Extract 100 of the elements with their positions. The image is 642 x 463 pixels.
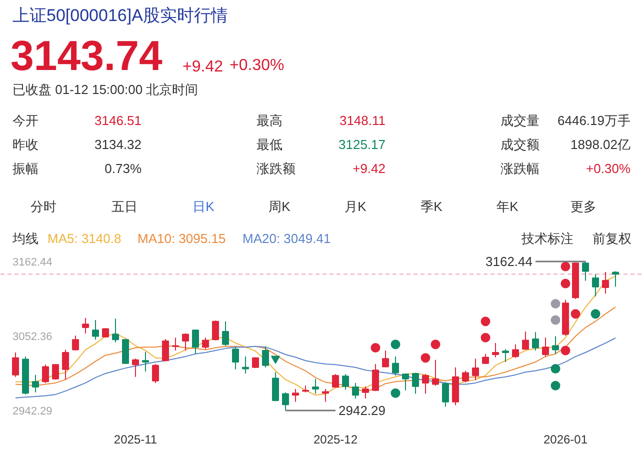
candlestick — [262, 346, 269, 368]
candlestick — [42, 364, 49, 384]
candlestick — [272, 372, 279, 402]
text: MA10: 3095.15 — [138, 231, 226, 246]
chart-title: 上证50[000016]A股实时行情 — [12, 6, 228, 25]
text: 最低 — [256, 137, 282, 152]
point — [390, 388, 400, 398]
candlestick — [392, 356, 399, 376]
text: MA20: 3049.41 — [242, 231, 331, 246]
candlestick — [592, 273, 599, 297]
candlestick — [232, 346, 239, 370]
point — [480, 316, 490, 326]
candlestick — [582, 261, 589, 282]
candlestick — [512, 344, 519, 358]
candlestick — [552, 336, 559, 354]
text: +9.42 — [352, 161, 386, 176]
candlestick — [112, 318, 119, 343]
point — [550, 299, 560, 308]
text: 3143.74 — [10, 32, 163, 79]
candlestick — [442, 382, 449, 408]
point — [550, 364, 560, 374]
candlestick — [92, 320, 99, 340]
text: +0.30% — [586, 161, 631, 176]
candlestick — [482, 353, 489, 364]
candlestick — [152, 363, 159, 384]
text: 涨跌额 — [256, 161, 296, 176]
x-tick-label: 2026-01 — [543, 432, 588, 446]
text: 振幅 — [12, 161, 38, 176]
candlestick — [192, 328, 199, 354]
text: 1898.02亿 — [570, 137, 631, 152]
candlestick — [522, 331, 529, 350]
candlestick — [332, 374, 339, 388]
point — [550, 380, 560, 390]
text: 更多 — [570, 199, 596, 214]
candlestick — [342, 374, 349, 390]
candlestick — [362, 386, 369, 400]
text: 最高 — [256, 113, 282, 128]
text: 前复权 — [592, 231, 632, 246]
text: 今开 — [12, 113, 38, 128]
y-tick-label: 3162.44 — [12, 256, 52, 268]
candlestick — [82, 317, 89, 334]
annotation: 3162.44 — [486, 254, 533, 269]
candlestick — [422, 374, 429, 394]
candlestick — [602, 271, 609, 294]
text: 3148.11 — [339, 113, 386, 128]
annotation: 2942.29 — [338, 403, 386, 418]
text: 季K — [420, 199, 443, 214]
candlestick — [212, 320, 219, 341]
text: 涨跌幅 — [500, 161, 540, 176]
candlestick — [142, 351, 149, 372]
candlestick — [542, 337, 549, 358]
candlestick — [322, 388, 329, 402]
candlestick — [492, 342, 499, 358]
candlestick — [372, 363, 379, 392]
candlestick — [382, 350, 389, 368]
candlestick — [352, 382, 359, 400]
candlestick — [162, 338, 169, 362]
point — [370, 343, 380, 352]
text: +0.30% — [230, 57, 284, 74]
candlestick — [182, 333, 189, 351]
text: 0.73% — [104, 161, 142, 176]
point — [560, 262, 570, 272]
text: +9.42 — [182, 58, 224, 76]
candlestick — [462, 370, 469, 383]
point — [480, 332, 490, 342]
candlestick — [122, 338, 129, 364]
candlestick — [242, 356, 249, 374]
text: MA5: 3140.8 — [48, 231, 122, 246]
candlestick — [12, 352, 19, 378]
text: 年K — [496, 199, 519, 214]
candlestick — [202, 337, 209, 350]
x-tick-label: 2025-11 — [114, 432, 158, 446]
candlestick — [222, 320, 229, 346]
candlestick — [72, 335, 79, 351]
candlestick — [172, 337, 179, 351]
text: 成交额 — [500, 137, 540, 152]
candlestick — [612, 270, 619, 288]
x-tick-label: 2025-12 — [313, 432, 358, 446]
text: 分时 — [30, 199, 56, 214]
candlestick — [472, 358, 479, 381]
candlestick — [292, 388, 299, 402]
text: 3134.32 — [94, 137, 142, 152]
candlestick — [62, 349, 69, 380]
text: 3146.51 — [94, 113, 142, 128]
point — [560, 278, 570, 288]
text: 6446.19万手 — [558, 113, 631, 128]
candlestick — [132, 358, 139, 378]
text: 已收盘 01-12 15:00:00 北京时间 — [12, 82, 198, 97]
text: 月K — [344, 199, 367, 214]
legend-title: 均线 — [12, 231, 38, 246]
point — [550, 315, 560, 325]
point — [560, 346, 570, 356]
candlestick — [432, 359, 439, 386]
candlestick — [282, 392, 289, 411]
text: 技术标注 — [520, 231, 574, 246]
point — [590, 309, 600, 319]
text: 成交量 — [500, 113, 540, 128]
candlestick — [312, 378, 319, 394]
y-tick-label: 2942.29 — [12, 406, 52, 418]
point — [420, 353, 430, 363]
